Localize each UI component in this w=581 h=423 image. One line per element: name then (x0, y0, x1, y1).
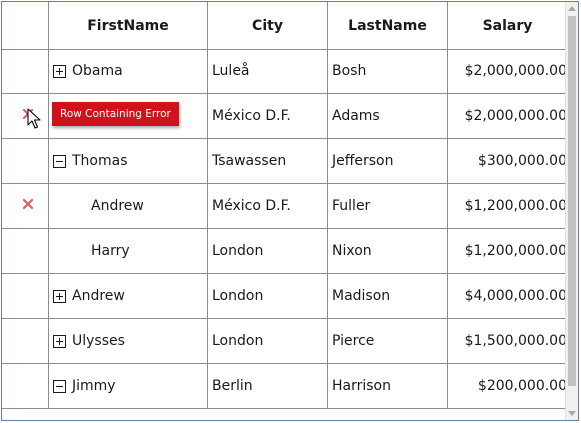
grid-header: FirstName City LastName Salary (2, 2, 567, 50)
lastname-cell[interactable]: Harrison (328, 364, 448, 408)
plus-square-icon[interactable] (53, 334, 66, 348)
firstname-cell[interactable]: Andrew (49, 184, 208, 228)
lastname-cell[interactable]: Nixon (328, 229, 448, 273)
row-header[interactable] (2, 319, 49, 363)
scroll-up-arrow-icon[interactable] (568, 6, 576, 11)
table-row[interactable]: Ulysses London Pierce $1,500,000.00 (2, 319, 567, 364)
lastname-cell[interactable]: Fuller (328, 184, 448, 228)
table-row-error[interactable]: México D.F. Adams $2,000,000.00 Row Cont… (2, 94, 567, 139)
lastname-cell[interactable]: Adams (328, 94, 448, 138)
firstname-text: Andrew (72, 288, 125, 304)
city-cell[interactable]: London (208, 229, 328, 273)
salary-cell[interactable]: $4,000,000.00 (464, 288, 567, 304)
city-cell[interactable]: México D.F. (208, 184, 328, 228)
grid-body: Obama Luleå Bosh $2,000,000.00 México D.… (2, 49, 567, 409)
salary-cell[interactable]: $1,200,000.00 (464, 198, 567, 214)
scroll-down-arrow-icon[interactable] (568, 411, 576, 416)
salary-cell[interactable]: $200,000.00 (477, 378, 567, 394)
city-cell[interactable]: London (208, 319, 328, 363)
table-row[interactable]: Harry London Nixon $1,200,000.00 (2, 229, 567, 274)
minus-square-icon[interactable] (53, 379, 66, 393)
firstname-cell[interactable]: Andrew (49, 274, 208, 318)
firstname-text: Thomas (72, 153, 128, 169)
firstname-cell[interactable]: Jimmy (49, 364, 208, 408)
lastname-cell[interactable]: Bosh (328, 49, 448, 93)
firstname-text: Andrew (91, 198, 144, 214)
row-header[interactable] (2, 49, 49, 93)
salary-cell[interactable]: $300,000.00 (477, 153, 567, 169)
salary-cell[interactable]: $1,500,000.00 (464, 333, 567, 349)
column-header-firstname[interactable]: FirstName (49, 2, 208, 49)
column-header-salary[interactable]: Salary (482, 17, 533, 34)
row-header[interactable] (2, 184, 49, 228)
salary-cell[interactable]: $2,000,000.00 (464, 108, 567, 124)
lastname-cell[interactable]: Pierce (328, 319, 448, 363)
table-row-error[interactable]: Andrew México D.F. Fuller $1,200,000.00 (2, 184, 567, 229)
table-row[interactable]: Andrew London Madison $4,000,000.00 (2, 274, 567, 319)
lastname-cell[interactable]: Jefferson (328, 139, 448, 183)
row-header[interactable] (2, 139, 49, 183)
firstname-cell[interactable]: Ulysses (49, 319, 208, 363)
row-header[interactable] (2, 229, 49, 273)
city-cell[interactable]: Berlin (208, 364, 328, 408)
city-cell[interactable]: Tsawassen (208, 139, 328, 183)
city-cell[interactable]: Luleå (208, 49, 328, 93)
firstname-text: Jimmy (72, 378, 116, 394)
row-header-corner (2, 2, 49, 49)
firstname-cell[interactable] (49, 94, 208, 138)
salary-cell[interactable]: $2,000,000.00 (464, 63, 567, 79)
mouse-cursor-icon (27, 108, 41, 129)
plus-square-icon[interactable] (53, 64, 66, 78)
column-header-city[interactable]: City (208, 2, 328, 49)
table-row[interactable]: Thomas Tsawassen Jefferson $300,000.00 (2, 139, 567, 184)
firstname-cell[interactable]: Obama (49, 49, 208, 93)
column-header-lastname[interactable]: LastName (328, 2, 448, 49)
row-header[interactable] (2, 94, 49, 138)
firstname-text: Harry (91, 243, 130, 259)
firstname-text: Ulysses (72, 333, 125, 349)
row-header[interactable] (2, 274, 49, 318)
firstname-text: Obama (72, 63, 123, 79)
vertical-scrollbar[interactable] (565, 2, 578, 420)
firstname-cell[interactable]: Thomas (49, 139, 208, 183)
minus-square-icon[interactable] (53, 154, 66, 168)
salary-cell[interactable]: $1,200,000.00 (464, 243, 567, 259)
plus-square-icon[interactable] (53, 289, 66, 303)
city-cell[interactable]: México D.F. (208, 94, 328, 138)
row-header[interactable] (2, 364, 49, 408)
lastname-cell[interactable]: Madison (328, 274, 448, 318)
error-x-icon (22, 198, 34, 210)
scroll-thumb[interactable] (568, 16, 576, 386)
firstname-cell[interactable]: Harry (49, 229, 208, 273)
table-row[interactable]: Obama Luleå Bosh $2,000,000.00 (2, 49, 567, 94)
table-row[interactable]: Jimmy Berlin Harrison $200,000.00 (2, 364, 567, 409)
error-tooltip: Row Containing Error (52, 102, 179, 126)
city-cell[interactable]: London (208, 274, 328, 318)
